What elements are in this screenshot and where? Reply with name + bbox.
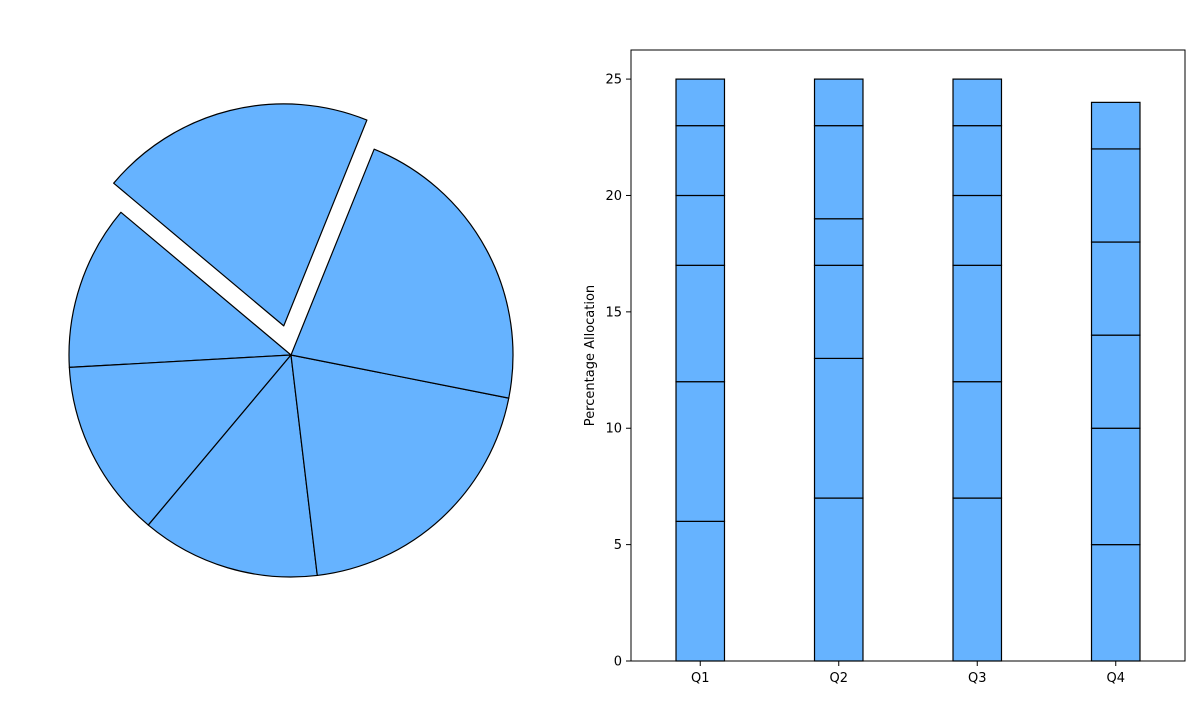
y-tick-label: 5 (614, 538, 622, 553)
bar-segment (1090, 334, 1141, 429)
bar-segment (813, 78, 864, 127)
bar-segment (952, 78, 1003, 127)
x-tick-label: Q1 (691, 671, 710, 686)
x-tick-label: Q3 (968, 671, 987, 686)
bar-segment (952, 194, 1003, 266)
x-tick-label: Q4 (1106, 671, 1125, 686)
bar-segment (952, 497, 1003, 662)
y-tick-label: 10 (605, 422, 622, 437)
x-tick-label: Q2 (829, 671, 848, 686)
bar-segment (1090, 148, 1141, 243)
bar-segment (813, 125, 864, 220)
bar-segment (1090, 544, 1141, 662)
y-tick-label: 0 (614, 655, 622, 670)
bar-segment (675, 264, 726, 383)
y-tick-label: 25 (605, 73, 622, 88)
pie-slice (68, 354, 292, 526)
bar-segment (675, 520, 726, 662)
bar-segment (675, 194, 726, 266)
bar-segment (813, 264, 864, 360)
bar-segment (952, 381, 1003, 499)
bar-segment (675, 381, 726, 522)
bar-segment (952, 264, 1003, 383)
bar-segment (813, 497, 864, 662)
pie-slice (290, 354, 510, 577)
bar-segment (952, 125, 1003, 197)
y-tick-label: 15 (605, 305, 622, 320)
pie-slice (147, 354, 318, 578)
bar-segment (813, 218, 864, 266)
bar-segment (675, 78, 726, 127)
pie-chart (68, 103, 514, 578)
pie-slice (113, 103, 368, 327)
bar-segment (813, 357, 864, 499)
bar-segment (1090, 427, 1141, 546)
plot-frame (630, 49, 1186, 662)
y-tick-label: 20 (605, 189, 622, 204)
stacked-bar-chart: Percentage Allocation 0 5 10 15 20 25 Q1 Q2 Q3 Q4 (583, 49, 1186, 686)
y-axis-label: Percentage Allocation (583, 285, 598, 426)
pie-slice (290, 148, 514, 399)
bar-segment (1090, 101, 1141, 150)
pie-slice (68, 211, 292, 368)
bar-segment (675, 125, 726, 197)
bar-segment (1090, 241, 1141, 336)
